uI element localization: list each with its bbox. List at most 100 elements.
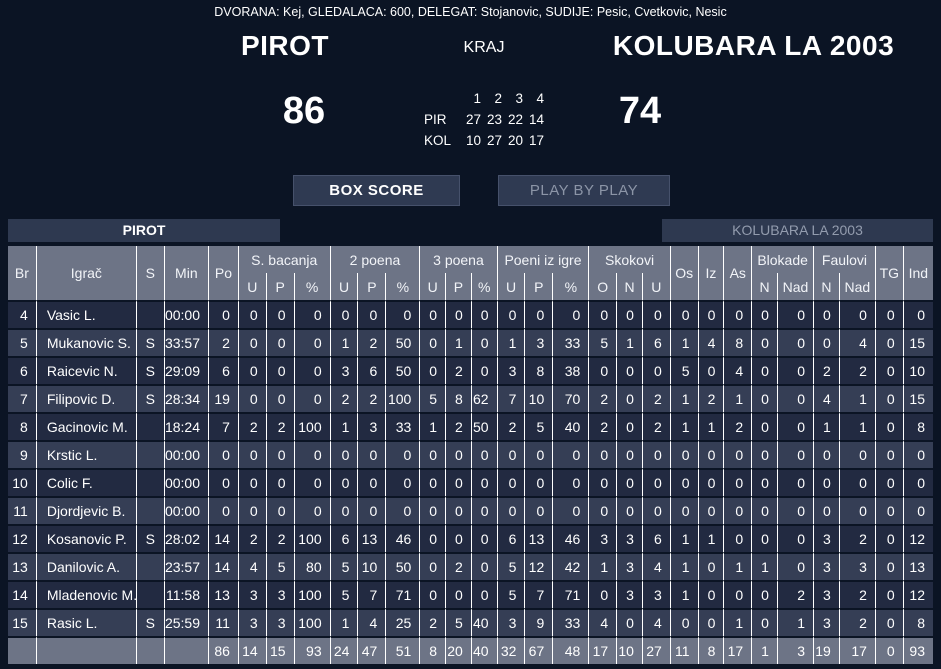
stat-cell: 4 <box>697 328 724 356</box>
stat-cell: 0 <box>813 328 839 356</box>
stat-cell: 0 <box>329 300 358 328</box>
stat-cell: 4 <box>838 328 875 356</box>
stat-cell: 0 <box>293 356 330 384</box>
stat-cell: 2 <box>265 524 294 552</box>
stat-cell: 0 <box>902 468 933 496</box>
stat-cell: 5 <box>329 552 358 580</box>
stat-cell: 0 <box>237 468 266 496</box>
stat-cell: 2 <box>641 412 670 440</box>
stat-cell: 0 <box>723 440 752 468</box>
stat-cell: 0 <box>237 440 266 468</box>
stat-cell: 2 <box>357 384 386 412</box>
totals-stat-cell: 15 <box>265 636 294 664</box>
stat-cell: 8 <box>723 328 752 356</box>
player-minutes: 00:00 <box>163 468 208 496</box>
stat-cell: 3 <box>616 580 642 608</box>
stat-cell: 13 <box>208 580 238 608</box>
player-row: 14 Mladenovic M. 11:58 13 3 3 100 5 7 71 0 0 0 5 7 71 0 3… <box>8 580 933 608</box>
stat-cell: 0 <box>208 300 238 328</box>
player-starter-flag <box>135 300 164 328</box>
stat-cell: 0 <box>902 496 933 524</box>
box-score-button[interactable]: BOX SCORE <box>293 175 460 206</box>
stat-cell: 71 <box>552 580 589 608</box>
stat-cell: 5 <box>524 412 553 440</box>
sub-header: Nad <box>776 273 814 300</box>
stat-cell: 2 <box>813 356 839 384</box>
stat-cell: 0 <box>445 468 471 496</box>
stat-cell: 0 <box>445 440 471 468</box>
stat-cell: 6 <box>496 524 525 552</box>
stat-cell: 0 <box>813 496 839 524</box>
stat-cell: 7 <box>496 384 525 412</box>
stat-cell: 0 <box>776 496 814 524</box>
stat-cell: 0 <box>237 384 266 412</box>
stat-cell: 0 <box>776 524 814 552</box>
home-score: 86 <box>282 90 326 132</box>
stat-cell: 33 <box>552 328 589 356</box>
stat-cell: 0 <box>874 608 903 636</box>
stat-cell: 4 <box>641 552 670 580</box>
stat-cell: 0 <box>616 412 642 440</box>
totals-stat-cell: 27 <box>641 636 670 664</box>
player-starter-flag: S <box>135 524 164 552</box>
stat-cell: 100 <box>385 384 420 412</box>
stat-cell: 0 <box>445 524 471 552</box>
col-header-turnovers: Iz <box>697 246 724 300</box>
stat-cell: 0 <box>470 468 497 496</box>
stat-cell: 0 <box>419 440 446 468</box>
col-header-points: Po <box>208 246 238 300</box>
player-name: Krstic L. <box>35 440 136 468</box>
tab-away-team[interactable]: KOLUBARA LA 2003 <box>662 219 933 242</box>
stat-cell: 0 <box>697 552 724 580</box>
player-name: Raicevic N. <box>35 356 136 384</box>
stat-cell: 0 <box>641 300 670 328</box>
stat-cell: 0 <box>751 328 777 356</box>
stat-cell: 10 <box>357 552 386 580</box>
stat-cell: 0 <box>357 440 386 468</box>
stat-cell: 0 <box>208 468 238 496</box>
stat-cell: 0 <box>385 440 420 468</box>
player-row: 15 Rasic L. S 25:59 11 3 3 100 1 4 25 2 5 40 3 9 33 4 0 4 0 0… <box>8 608 933 636</box>
stat-cell: 0 <box>751 300 777 328</box>
quarter-score: 22 <box>507 112 523 127</box>
sub-header: P <box>357 273 386 300</box>
stat-cell: 2 <box>237 524 266 552</box>
away-team-name: KOLUBARA LA 2003 <box>612 30 895 61</box>
stat-cell: 100 <box>293 412 330 440</box>
totals-stat-cell: 51 <box>385 636 420 664</box>
stat-cell: 1 <box>669 552 698 580</box>
stat-cell: 0 <box>470 580 497 608</box>
player-starter-flag: S <box>135 608 164 636</box>
stat-cell: 15 <box>902 384 933 412</box>
sub-header: U <box>329 273 358 300</box>
stat-cell: 0 <box>697 300 724 328</box>
player-row: 8 Gacinovic M. 18:24 7 2 2 100 1 3 33 1 2 50 2 5 40 2 0 2 1… <box>8 412 933 440</box>
stat-cell: 3 <box>496 356 525 384</box>
stat-cell: 10 <box>902 356 933 384</box>
player-row: 10 Colic F. 00:00 0 0 0 0 0 0 0 0 0 0 0 0 0 0 0 0 0 0 0 0 0 0 0 0 0 <box>8 468 933 496</box>
tab-home-team[interactable]: PIROT <box>8 219 280 242</box>
stat-cell: 0 <box>265 328 294 356</box>
stat-cell: 0 <box>265 384 294 412</box>
col-header-br: Br <box>8 246 36 300</box>
col-header-minutes: Min <box>163 246 208 300</box>
stat-cell: 1 <box>616 328 642 356</box>
stat-cell: 0 <box>697 608 724 636</box>
stat-cell: 0 <box>751 356 777 384</box>
player-minutes: 33:57 <box>163 328 208 356</box>
totals-stat-cell: 17 <box>723 636 752 664</box>
stat-cell: 25 <box>385 608 420 636</box>
stat-cell: 0 <box>496 496 525 524</box>
player-minutes: 00:00 <box>163 300 208 328</box>
stat-cell: 10 <box>524 384 553 412</box>
play-by-play-button[interactable]: PLAY BY PLAY <box>498 175 670 206</box>
stat-cell: 2 <box>445 412 471 440</box>
away-score: 74 <box>618 90 662 132</box>
stat-cell: 0 <box>470 524 497 552</box>
quarters-home-label: PIR <box>424 112 447 127</box>
stat-cell: 0 <box>838 496 875 524</box>
stat-cell: 1 <box>697 524 724 552</box>
quarters-home-row: PIR 27 23 22 14 <box>424 109 544 130</box>
stat-cell: 0 <box>669 496 698 524</box>
stat-cell: 15 <box>902 328 933 356</box>
